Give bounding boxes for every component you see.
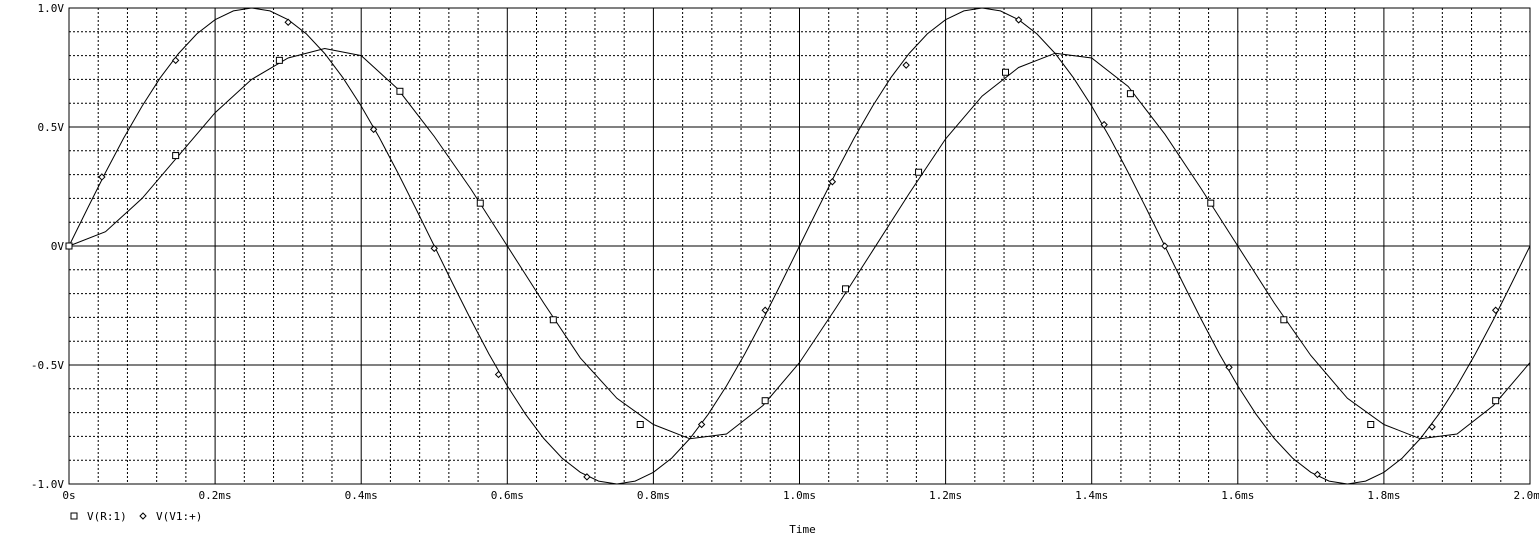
series-2-marker [1428, 423, 1436, 431]
legend-entry-1: V(R:1) [87, 510, 127, 523]
y-tick-label: -0.5V [31, 359, 64, 372]
x-axis-label: Time [789, 523, 816, 536]
series-2-marker [284, 18, 292, 26]
legend-marker-diamond [139, 512, 147, 520]
series-2-marker [583, 473, 591, 481]
series-2-marker [430, 244, 438, 253]
series-1-marker [549, 316, 557, 324]
series-1-marker [1002, 68, 1010, 76]
series-2-marker [828, 178, 837, 186]
series-line-2 [68, 7, 1531, 485]
series-2-marker [697, 420, 706, 429]
legend-marker-square [70, 512, 78, 520]
series-2-marker [1014, 16, 1023, 24]
x-tick-label: 0.4ms [345, 489, 378, 502]
x-tick-label: 0s [62, 489, 75, 502]
x-tick-labels: 0s 0.2ms 0.4ms 0.6ms 0.8ms 1.0ms 1.2ms 1.4ms 1.6… [62, 489, 1539, 502]
series-1-marker [761, 397, 769, 405]
series-1-marker [396, 87, 404, 95]
series-2-marker [98, 173, 106, 181]
series-2-marker [494, 370, 503, 379]
series-1-marker [275, 56, 283, 64]
x-tick-label: 1.2ms [929, 489, 962, 502]
series-2-marker [1225, 363, 1233, 372]
series-1-marker [1280, 316, 1288, 324]
major-gridlines [69, 8, 1530, 484]
y-tick-label: 0V [51, 240, 65, 253]
series-2-marker [1491, 306, 1500, 314]
series-1-marker [1367, 421, 1375, 428]
y-tick-label: 1.0V [38, 2, 65, 15]
x-tick-label: 1.4ms [1075, 489, 1108, 502]
series-1-marker [1207, 199, 1215, 207]
series-1-marker [1492, 397, 1500, 405]
x-tick-label: 1.0ms [783, 489, 816, 502]
series-1-marker [476, 199, 484, 207]
series-2-marker [171, 56, 180, 65]
x-tick-label: 0.2ms [199, 489, 232, 502]
series-1-marker [636, 421, 644, 428]
x-tick-label: 0.6ms [491, 489, 524, 502]
series-2-marker [761, 306, 769, 314]
y-tick-labels: 1.0V 0.5V 0V -0.5V -1.0V [31, 2, 64, 491]
y-tick-label: 0.5V [38, 121, 65, 134]
series-1-marker [1126, 90, 1134, 98]
series-2-marker [902, 61, 910, 69]
x-tick-label: 1.8ms [1367, 489, 1400, 502]
x-tick-label: 1.6ms [1221, 489, 1254, 502]
series-2-marker [1100, 120, 1108, 129]
series-2-marker [1161, 242, 1169, 250]
series-markers [65, 16, 1500, 481]
series-2-marker [1313, 470, 1322, 479]
series-2-marker [369, 125, 378, 134]
x-tick-label: 2.0ms [1513, 489, 1539, 502]
x-tick-label: 0.8ms [637, 489, 670, 502]
series-1-marker [172, 152, 180, 160]
y-tick-label: -1.0V [31, 478, 64, 491]
series-1-marker [915, 168, 923, 176]
legend: V(R:1) V(V1:+) [70, 510, 202, 523]
series-1-marker [65, 242, 73, 250]
series-1-marker [842, 285, 850, 293]
legend-entry-2: V(V1:+) [156, 510, 202, 523]
